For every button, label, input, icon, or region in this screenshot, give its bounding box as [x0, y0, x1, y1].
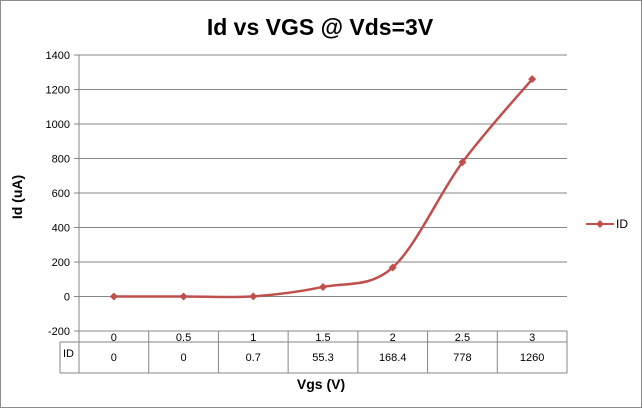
- data-point: [319, 282, 327, 291]
- y-tick-label: 600: [52, 188, 70, 200]
- legend-label: ID: [616, 217, 628, 231]
- x-category-label: 2: [390, 332, 396, 344]
- y-tick-labels: -200 0 200 400 600 800 1000 1200 1400: [46, 50, 70, 338]
- x-category-label: 0: [111, 332, 117, 344]
- data-point: [458, 158, 467, 167]
- series-line: [113, 78, 534, 299]
- data-point: [109, 292, 118, 301]
- y-tick-label: 1000: [46, 119, 70, 131]
- legend: ID: [586, 217, 628, 231]
- x-category-label: 2.5: [455, 332, 470, 344]
- legend-diamond-marker: [596, 220, 604, 228]
- table-cell-value: 55.3: [312, 352, 333, 364]
- series-layer: [109, 75, 537, 301]
- y-tick-label: 0: [64, 292, 70, 304]
- table-cell-value: 0: [111, 352, 117, 364]
- x-category-label: 1: [250, 332, 256, 344]
- x-category-label: 0.5: [176, 332, 191, 344]
- table-cell-value: 168.4: [379, 352, 407, 364]
- x-axis-title: Vgs (V): [297, 376, 345, 392]
- table-cell-value: 1260: [520, 352, 544, 364]
- data-point: [179, 292, 188, 301]
- x-category-label: 1.5: [315, 332, 330, 344]
- y-tick-label: -200: [48, 326, 70, 338]
- y-axis-title: Id (uA): [9, 175, 25, 219]
- chart-title: Id vs VGS @ Vds=3V: [207, 14, 434, 40]
- data-point: [249, 292, 258, 301]
- y-tick-label: 400: [52, 223, 70, 235]
- y-tick-label: 1400: [46, 50, 70, 62]
- table-cell-value: 0.7: [246, 352, 261, 364]
- data-point: [388, 263, 397, 272]
- y-tick-label: 800: [52, 154, 70, 166]
- table-row-label: ID: [63, 348, 74, 360]
- table-cell-value: 778: [453, 352, 471, 364]
- table-cell-value: 0: [181, 352, 187, 364]
- x-category-label: 3: [529, 332, 535, 344]
- data-point: [528, 75, 537, 84]
- y-tick-label: 200: [52, 257, 70, 269]
- y-tick-label: 1200: [46, 85, 70, 97]
- data-table: ID 0 0 0.5 0 1 0.7 1.5 55.3 2 168.4 2.5 778 3 1260: [59, 330, 568, 374]
